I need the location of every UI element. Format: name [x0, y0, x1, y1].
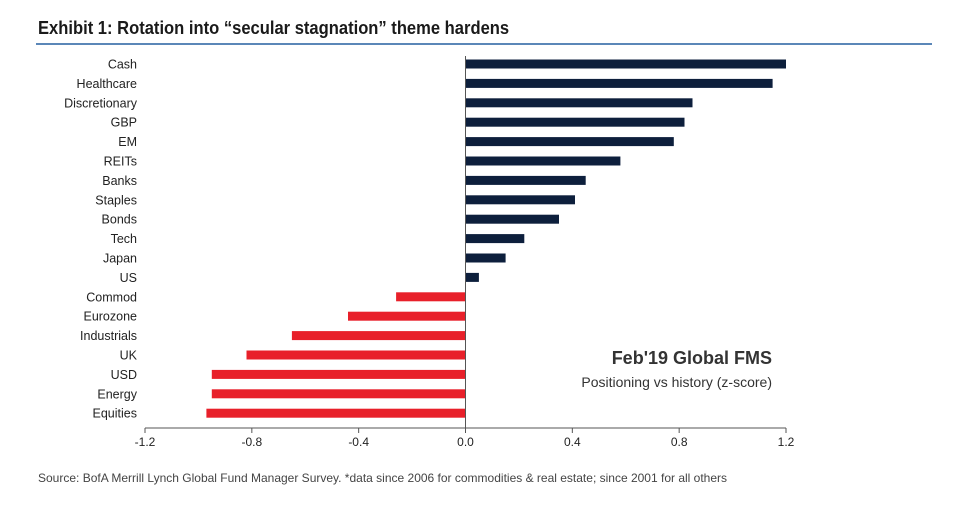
annotation-subtitle: Positioning vs history (z-score) [581, 374, 772, 390]
category-label-banks: Banks [102, 174, 137, 188]
category-label-equities: Equities [93, 407, 137, 421]
title-rule [36, 43, 932, 45]
category-label-healthcare: Healthcare [77, 77, 137, 91]
bar-healthcare [465, 78, 773, 88]
bar-banks [465, 175, 586, 185]
bar-chart: Cash Healthcare Discretionary GBP EM REITs Ban… [64, 56, 795, 449]
category-label-us: US [120, 271, 137, 285]
bar-staples [465, 195, 575, 205]
x-tick-label: 0.8 [671, 435, 688, 449]
category-label-reits: REITs [104, 155, 137, 169]
bars-group [206, 59, 786, 418]
bar-equities [206, 408, 466, 418]
bar-us [465, 272, 479, 282]
x-tick-label: 1.2 [778, 435, 795, 449]
category-label-commod: Commod [86, 290, 137, 304]
x-tick-label: -0.8 [241, 435, 262, 449]
category-label-bonds: Bonds [102, 213, 137, 227]
category-label-em: EM [118, 135, 137, 149]
annotation-title: Feb'19 Global FMS [612, 348, 772, 368]
bar-industrials [291, 331, 466, 341]
bar-cash [465, 59, 786, 69]
x-tick-label: 0.4 [564, 435, 581, 449]
x-tick-label: -0.4 [348, 435, 369, 449]
category-label-industrials: Industrials [80, 329, 137, 343]
category-label-cash: Cash [108, 58, 137, 72]
source-note: Source: BofA Merrill Lynch Global Fund M… [38, 471, 728, 485]
category-label-eurozone: Eurozone [83, 310, 137, 324]
category-label-energy: Energy [97, 387, 137, 401]
bar-em [465, 137, 674, 147]
category-labels: Cash Healthcare Discretionary GBP EM REITs Ban… [64, 58, 138, 421]
category-label-japan: Japan [103, 252, 137, 266]
bar-reits [465, 156, 621, 166]
bar-japan [465, 253, 506, 263]
chart-title: Exhibit 1: Rotation into “secular stagna… [38, 18, 510, 38]
bar-discretionary [465, 98, 693, 108]
bar-usd [211, 369, 466, 379]
x-tick-label: -1.2 [135, 435, 156, 449]
category-label-usd: USD [111, 368, 137, 382]
x-tick-label: 0.0 [457, 435, 474, 449]
bar-bonds [465, 214, 559, 224]
bar-eurozone [348, 311, 466, 321]
category-label-gbp: GBP [111, 116, 137, 130]
bar-gbp [465, 117, 685, 127]
category-label-tech: Tech [111, 232, 137, 246]
category-label-uk: UK [120, 349, 138, 363]
bar-uk [246, 350, 466, 360]
x-axis-ticks: -1.2 -0.8 -0.4 0.0 0.4 0.8 1.2 [135, 428, 795, 449]
bar-energy [211, 389, 466, 399]
category-label-discretionary: Discretionary [64, 96, 138, 110]
bar-tech [465, 234, 525, 244]
category-label-staples: Staples [95, 193, 137, 207]
bar-commod [396, 292, 466, 302]
